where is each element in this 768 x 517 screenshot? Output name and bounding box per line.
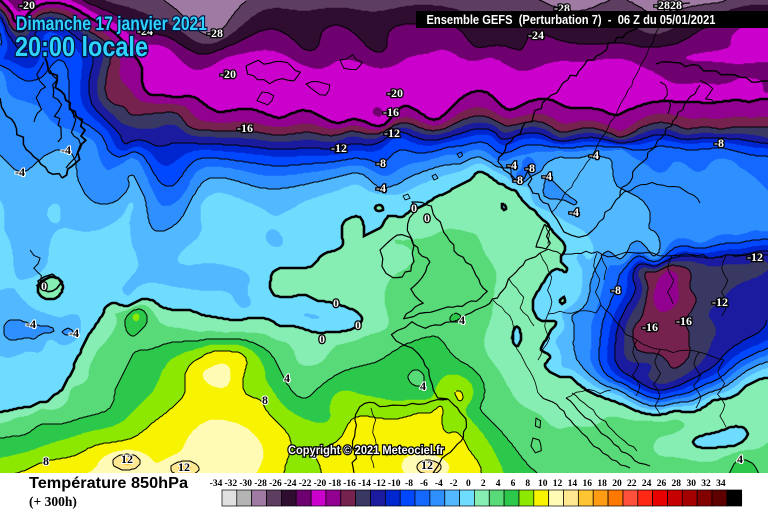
svg-text:-8: -8 [611,283,621,297]
svg-text:0: 0 [466,479,471,489]
svg-text:2: 2 [481,479,486,489]
svg-text:4: 4 [420,379,426,393]
svg-text:-16: -16 [383,105,399,119]
svg-text:-8: -8 [513,173,523,187]
svg-text:32: 32 [701,479,711,489]
svg-text:30: 30 [686,479,696,489]
svg-text:Copyright © 2021 Meteociel.fr: Copyright © 2021 Meteociel.fr [288,443,444,457]
svg-text:-16: -16 [343,479,356,489]
svg-text:-4: -4 [589,148,599,162]
svg-text:0: 0 [424,211,430,225]
svg-text:4: 4 [737,452,743,466]
svg-text:12: 12 [121,452,133,466]
svg-text:-18: -18 [328,479,341,489]
svg-text:8: 8 [525,479,530,489]
svg-text:6: 6 [511,479,516,489]
svg-text:4: 4 [496,479,501,489]
svg-text:-4: -4 [26,317,36,331]
svg-text:-12: -12 [331,141,347,155]
svg-text:-8: -8 [714,136,724,150]
svg-text:4: 4 [284,371,290,385]
svg-text:-4: -4 [569,205,579,219]
svg-text:-16: -16 [642,320,658,334]
svg-text:8: 8 [262,393,268,407]
svg-text:-24: -24 [137,24,153,38]
svg-text:34: 34 [716,479,726,489]
svg-text:-4: -4 [376,181,386,195]
svg-text:Ensemble GEFS (Perturbation 7: Ensemble GEFS (Perturbation 7) - 06 Z du… [427,12,716,27]
svg-text:-4: -4 [542,169,552,183]
svg-text:4: 4 [459,313,465,327]
svg-text:-24: -24 [528,28,544,42]
svg-text:-28: -28 [207,26,223,40]
svg-text:20: 20 [612,479,622,489]
svg-text:8: 8 [43,454,49,468]
svg-text:12: 12 [553,479,563,489]
svg-text:-4: -4 [61,143,71,157]
svg-text:-4: -4 [435,479,443,489]
svg-text:20:00 locale: 20:00 locale [15,31,148,62]
svg-text:-20: -20 [387,86,403,100]
svg-text:-6: -6 [420,479,428,489]
svg-text:-12: -12 [747,250,763,264]
svg-text:0: 0 [333,296,339,310]
svg-text:-8: -8 [376,156,386,170]
svg-text:10: 10 [538,479,548,489]
svg-text:-20: -20 [220,67,236,81]
svg-text:-30: -30 [239,479,252,489]
svg-text:-16: -16 [676,314,692,328]
svg-text:-34: -34 [210,479,223,489]
svg-text:-8: -8 [405,479,413,489]
svg-text:12: 12 [421,458,433,472]
svg-text:-26: -26 [269,479,282,489]
svg-text:-2: -2 [450,479,458,489]
svg-text:-8: -8 [525,161,535,175]
svg-text:-24: -24 [284,479,297,489]
svg-text:-32: -32 [224,479,237,489]
svg-text:18: 18 [597,479,607,489]
svg-text:-4: -4 [69,326,79,340]
svg-text:0: 0 [41,279,47,293]
svg-text:8: 8 [311,447,317,461]
svg-text:22: 22 [627,479,637,489]
svg-text:16: 16 [582,479,592,489]
svg-text:Dimanche 17 janvier 2021: Dimanche 17 janvier 2021 [16,13,207,35]
svg-text:28: 28 [672,479,682,489]
svg-text:24: 24 [642,479,652,489]
svg-text:-4: -4 [507,158,517,172]
svg-text:-4: -4 [15,165,25,179]
svg-text:-10: -10 [388,479,401,489]
svg-text:0: 0 [411,201,417,215]
svg-text:Température 850hPa: Température 850hPa [29,475,188,492]
svg-text:-16: -16 [237,121,253,135]
svg-text:14: 14 [568,479,578,489]
svg-text:26: 26 [657,479,667,489]
svg-text:-12: -12 [373,479,386,489]
svg-text:-20: -20 [314,479,327,489]
svg-text:-2828: -2828 [654,0,682,12]
svg-text:-14: -14 [358,479,371,489]
svg-text:-12: -12 [712,295,728,309]
svg-text:-20: -20 [19,0,35,12]
svg-text:(+ 300h): (+ 300h) [29,494,77,509]
svg-text:-28: -28 [254,479,267,489]
svg-text:0: 0 [319,332,325,346]
svg-text:0: 0 [355,318,361,332]
svg-text:12: 12 [178,460,190,474]
svg-text:-12: -12 [384,126,400,140]
svg-text:-22: -22 [299,479,312,489]
